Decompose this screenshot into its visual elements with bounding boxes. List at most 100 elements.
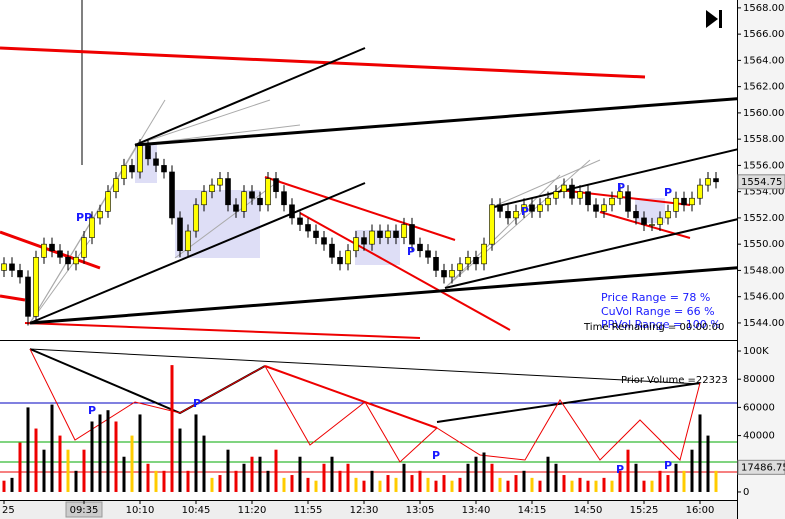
volume-bar — [306, 477, 310, 492]
volume-trend — [264, 365, 438, 429]
volume-bar — [538, 480, 542, 492]
trend-line — [0, 46, 646, 79]
candle-body — [281, 191, 287, 206]
y-tick-label: 40000 — [743, 431, 775, 442]
candle-body — [65, 256, 71, 265]
candle-body — [609, 197, 615, 206]
x-tick-label: 25 — [2, 505, 15, 516]
candle-body — [89, 217, 95, 238]
x-tick-label: 09:35 — [70, 505, 99, 516]
pivot-marker: P — [88, 404, 96, 417]
candle-body — [129, 165, 135, 173]
volume-bar — [410, 475, 414, 492]
y-tick-label: 1544.00 — [743, 318, 784, 329]
volume-bar — [114, 421, 118, 492]
volume-bar — [594, 480, 598, 492]
x-tick-label: 16:00 — [686, 505, 715, 516]
x-tick-label: 10:10 — [126, 505, 155, 516]
candle-body — [105, 191, 111, 212]
volume-bar — [130, 435, 134, 492]
price-range: Price Range = 78 % — [601, 291, 710, 304]
volume-bar — [242, 463, 246, 492]
x-tick-label: 11:20 — [238, 505, 267, 516]
volume-bar — [666, 475, 670, 492]
y-tick-label: 60000 — [743, 402, 775, 413]
volume-bar — [18, 442, 22, 492]
volume-bar — [58, 435, 62, 492]
candle-body — [393, 230, 399, 238]
candle-body — [641, 217, 647, 225]
volume-bar — [530, 477, 534, 492]
volume-bar — [618, 470, 622, 492]
volume-bar — [378, 480, 382, 492]
candle-body — [313, 230, 319, 238]
volume-bar — [698, 414, 702, 492]
y-tick-label: 1564.00 — [743, 55, 784, 66]
volume-bar — [554, 463, 558, 492]
candle-body — [489, 204, 495, 245]
trend-line — [29, 182, 366, 324]
volume-bar — [194, 414, 198, 492]
volume-bar — [370, 470, 374, 492]
volume-bar — [66, 449, 70, 492]
candle-body — [73, 256, 79, 265]
candle-body — [137, 145, 143, 173]
candle-body — [425, 250, 431, 258]
candle-body — [561, 184, 567, 192]
volume-bar — [602, 477, 606, 492]
play-icon-bar[interactable] — [719, 10, 722, 28]
candle-body — [577, 191, 583, 199]
candle-body — [633, 211, 639, 219]
candle-body — [689, 197, 695, 206]
volume-bar — [226, 449, 230, 492]
candle-body — [521, 204, 527, 212]
y-tick-label: 100K — [743, 346, 769, 357]
volume-bar — [570, 480, 574, 492]
volume-bar — [138, 414, 142, 492]
candle-body — [161, 165, 167, 173]
y-tick-label: 1546.00 — [743, 292, 784, 303]
volume-bar — [690, 449, 694, 492]
x-tick-label: 13:05 — [406, 505, 435, 516]
candle-body — [417, 243, 423, 252]
volume-bar — [434, 480, 438, 492]
volume-bar — [282, 477, 286, 492]
volume-zigzag — [29, 348, 701, 463]
candle-body — [49, 243, 55, 252]
pivot-marker: PP — [76, 211, 92, 224]
volume-bar — [122, 456, 126, 492]
volume-bar — [658, 470, 662, 492]
candle-body — [265, 178, 271, 206]
trend-line — [444, 207, 785, 289]
candle-body — [505, 211, 511, 219]
x-tick-label: 11:55 — [294, 505, 323, 516]
trend-line — [134, 93, 785, 147]
pivot-marker: P — [617, 181, 625, 194]
prvol-range: PRVol Range = 100 % — [601, 318, 721, 331]
volume-bar — [234, 470, 238, 492]
volume-bar — [490, 463, 494, 492]
candle-body — [153, 158, 159, 166]
candle-body — [209, 184, 215, 192]
x-tick-label: 12:30 — [350, 505, 379, 516]
last-value-label: 1554.75 — [741, 177, 782, 188]
candle-body — [273, 178, 279, 192]
volume-bar — [98, 414, 102, 492]
trend-line — [0, 294, 26, 302]
play-icon[interactable] — [706, 10, 718, 28]
prior-volume: Prior Volume =22323 — [621, 375, 728, 386]
cuvol-range: CuVol Range = 66 % — [601, 305, 715, 318]
volume-bar — [154, 470, 158, 492]
candle-body — [33, 256, 39, 317]
volume-bar — [450, 480, 454, 492]
trend-line — [489, 137, 785, 209]
trend-line — [264, 176, 456, 241]
candle-body — [169, 171, 175, 219]
volume-bar — [258, 456, 262, 492]
volume-bar — [634, 463, 638, 492]
candle-body — [201, 191, 207, 206]
candle-body — [481, 243, 487, 265]
volume-bar — [394, 477, 398, 492]
